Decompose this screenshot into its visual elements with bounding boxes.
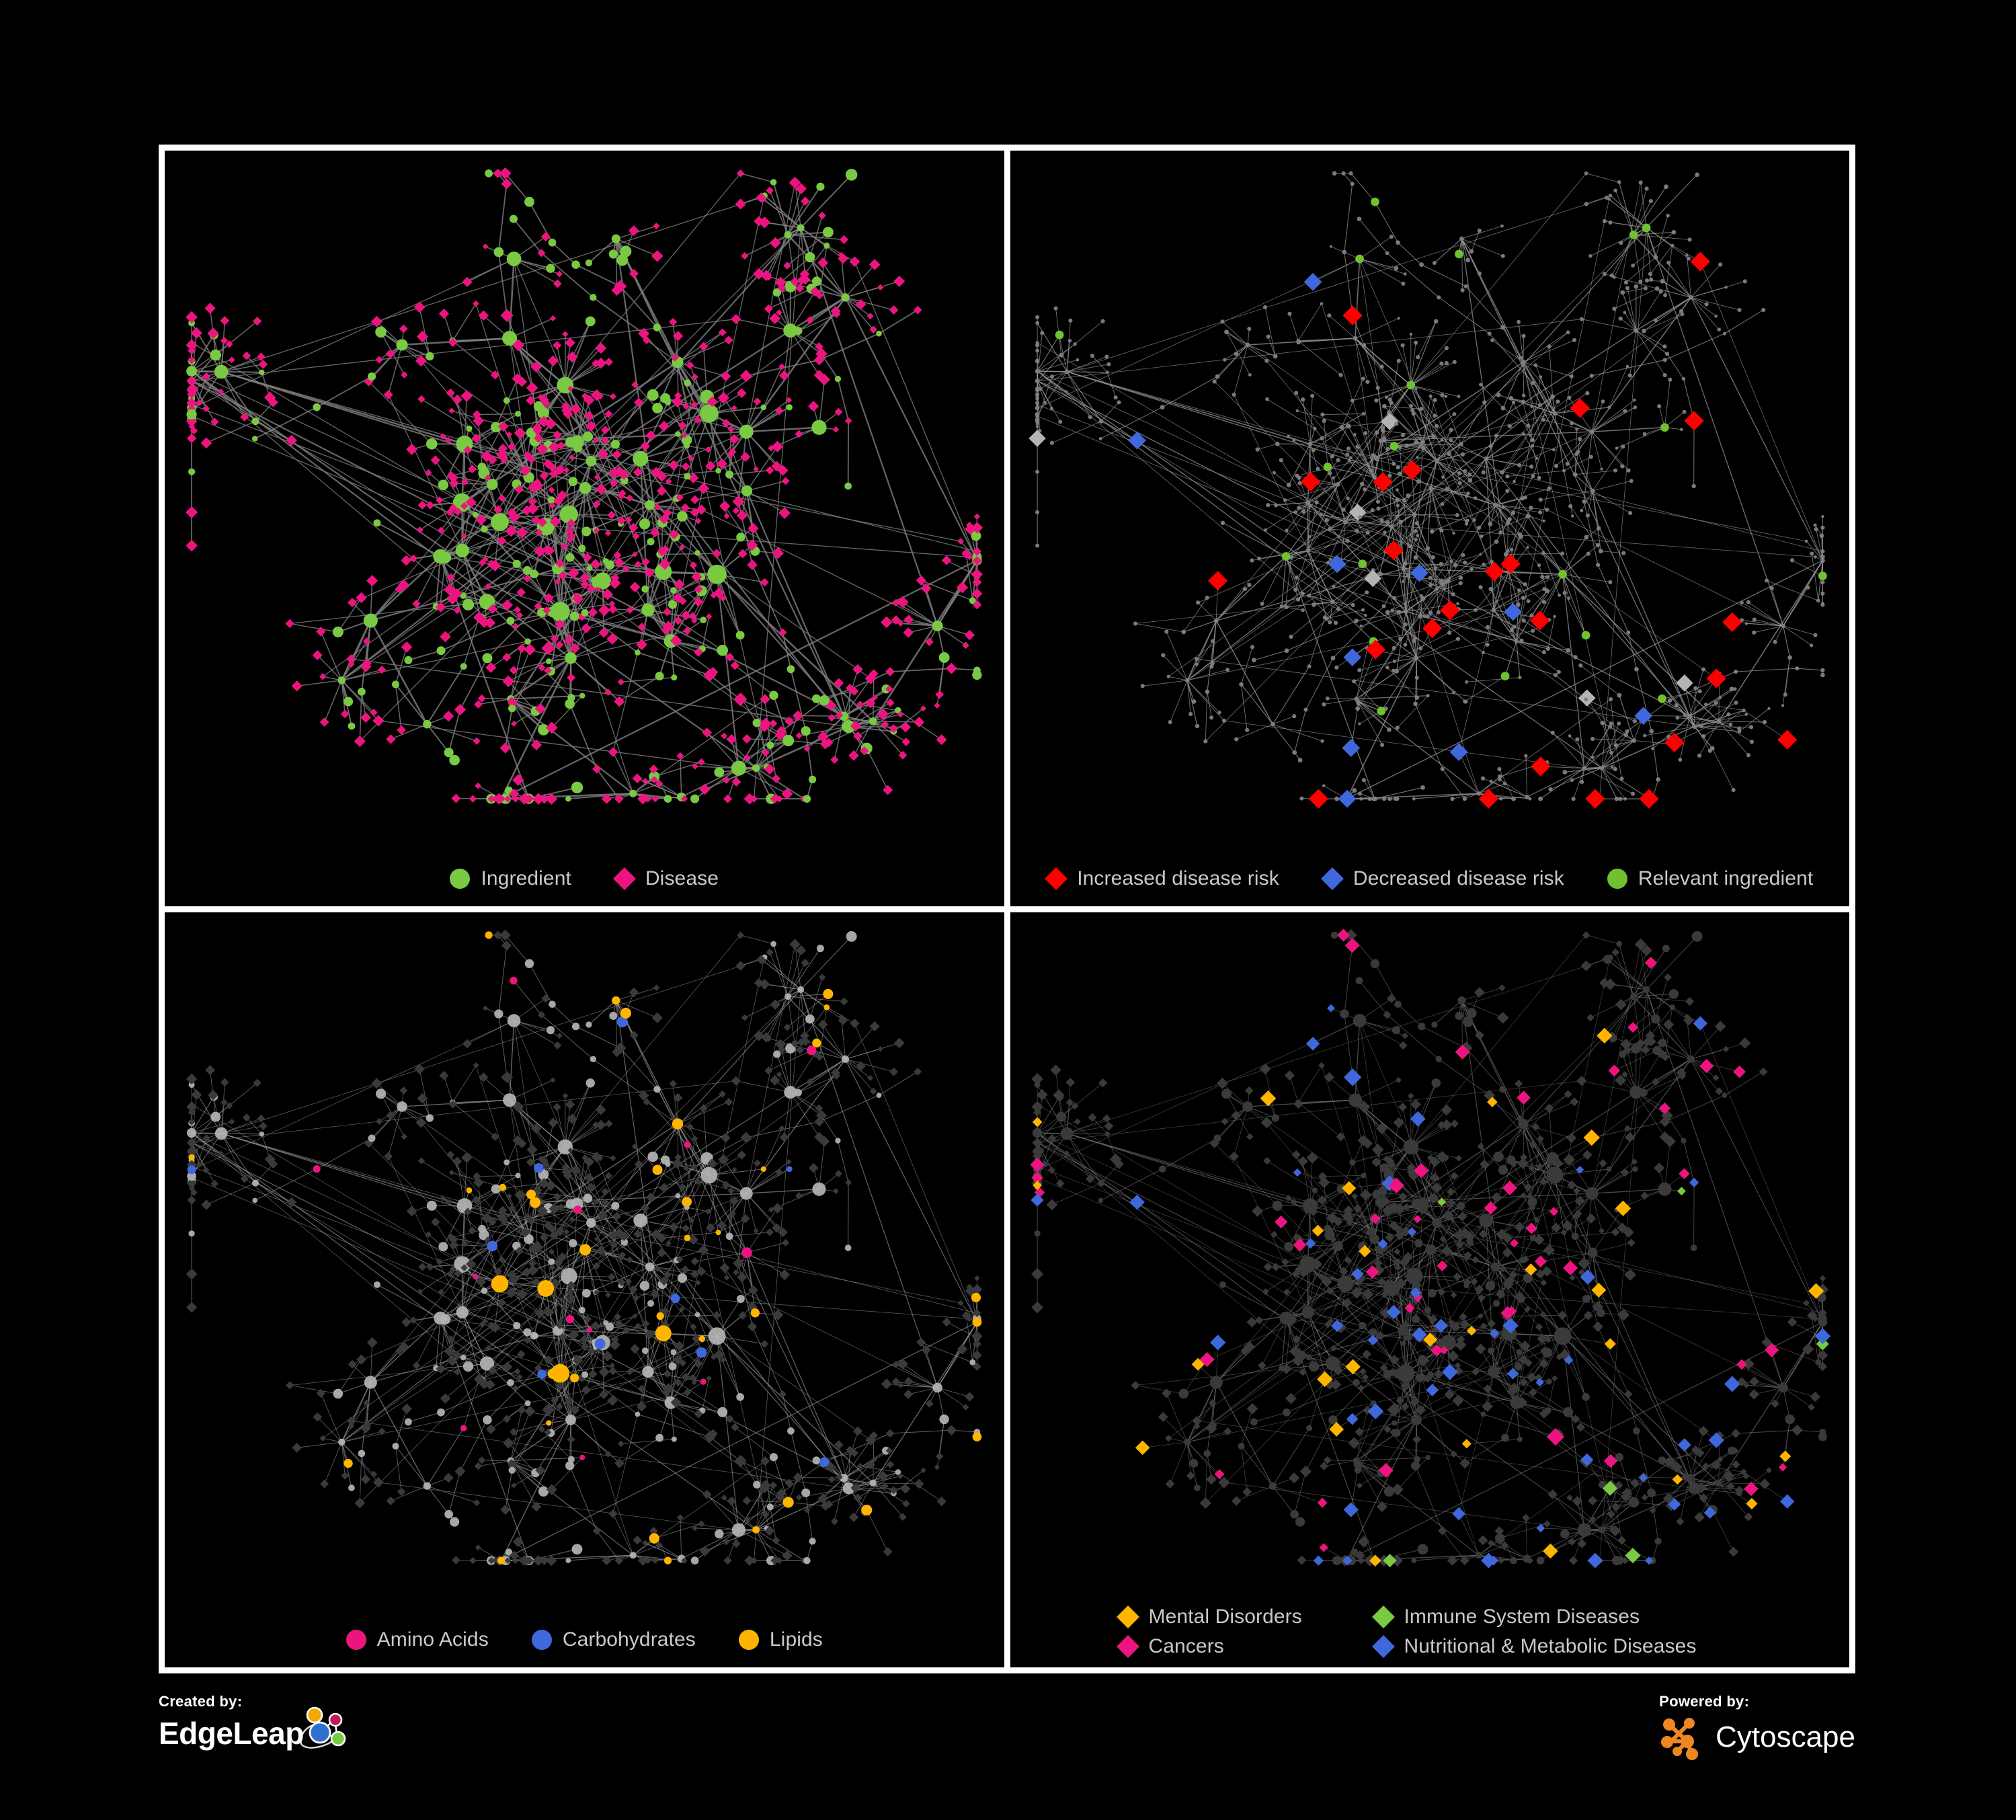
legend-item-lipids[interactable]: Lipids bbox=[738, 1628, 823, 1651]
cytoscape-network-icon bbox=[1661, 1718, 1699, 1760]
legend-item-decreased-risk[interactable]: Decreased disease risk bbox=[1320, 867, 1564, 890]
amino-acids-circle-icon bbox=[346, 1630, 366, 1650]
relevant-ingredient-circle-icon bbox=[1607, 868, 1627, 889]
edgeleap-logo-row[interactable]: EdgeLeap bbox=[159, 1706, 355, 1752]
network-graph-ingredient-disease[interactable] bbox=[165, 151, 1004, 906]
panel-nutrient-class[interactable]: Amino Acids Carbohydrates Lipids bbox=[165, 912, 1004, 1668]
legend-item-increased-risk[interactable]: Increased disease risk bbox=[1045, 867, 1279, 890]
legend-label-disease: Disease bbox=[645, 867, 719, 889]
legend-label-immune-system-diseases: Immune System Diseases bbox=[1404, 1606, 1640, 1628]
legend-item-ingredient[interactable]: Ingredient bbox=[450, 867, 571, 889]
powered-by-branding: Powered by: Cytoscape bbox=[1659, 1693, 1855, 1760]
legend-item-nutritional-metabolic-diseases[interactable]: Nutritional & Metabolic Diseases bbox=[1371, 1635, 1696, 1658]
cytoscape-logo-row[interactable]: Cytoscape bbox=[1659, 1714, 1855, 1760]
legend-label-decreased-risk: Decreased disease risk bbox=[1353, 867, 1564, 889]
cytoscape-wordmark: Cytoscape bbox=[1716, 1720, 1855, 1753]
node-graph-icon bbox=[300, 1706, 346, 1749]
legend-label-mental-disorders: Mental Disorders bbox=[1148, 1606, 1302, 1628]
ingredient-circle-icon bbox=[450, 868, 471, 889]
edgeleap-wordmark: EdgeLeap bbox=[159, 1716, 304, 1751]
increased-risk-diamond-icon bbox=[1045, 867, 1068, 890]
network-graph-disease-risk[interactable] bbox=[1010, 151, 1850, 906]
legend-label-increased-risk: Increased disease risk bbox=[1077, 867, 1279, 889]
legend-item-cancers[interactable]: Cancers bbox=[1116, 1635, 1373, 1658]
legend-label-relevant-ingredient: Relevant ingredient bbox=[1638, 867, 1814, 889]
disease-diamond-icon bbox=[612, 867, 636, 890]
created-by-kicker: Created by: bbox=[159, 1693, 243, 1710]
legend-item-relevant-ingredient[interactable]: Relevant ingredient bbox=[1607, 867, 1814, 889]
legend-label-amino-acids: Amino Acids bbox=[376, 1628, 489, 1651]
figure-frame: Ingredient Disease Increased disease ris… bbox=[159, 145, 1855, 1673]
legend-label-carbohydrates: Carbohydrates bbox=[562, 1628, 696, 1651]
created-by-branding: Created by: EdgeLeap bbox=[159, 1693, 355, 1752]
legend-item-carbohydrates[interactable]: Carbohydrates bbox=[531, 1628, 696, 1651]
legend-item-disease[interactable]: Disease bbox=[612, 867, 719, 890]
legend-label-nutritional-metabolic-diseases: Nutritional & Metabolic Diseases bbox=[1404, 1635, 1697, 1657]
nutritional-metabolic-diseases-diamond-icon bbox=[1371, 1635, 1395, 1658]
legend-item-immune-system-diseases[interactable]: Immune System Diseases bbox=[1371, 1606, 1640, 1628]
legend-item-amino-acids[interactable]: Amino Acids bbox=[346, 1630, 489, 1650]
powered-by-kicker: Powered by: bbox=[1659, 1693, 1750, 1710]
lipids-circle-icon bbox=[738, 1630, 759, 1650]
legend-label-lipids: Lipids bbox=[769, 1628, 823, 1651]
panel-disease-category[interactable]: Mental Disorders Immune System Diseases … bbox=[1010, 912, 1850, 1668]
legend-item-mental-disorders[interactable]: Mental Disorders bbox=[1116, 1606, 1373, 1628]
legend-disease-risk: Increased disease risk Decreased disease… bbox=[1010, 867, 1850, 890]
footer: Created by: EdgeLeap Powered by: bbox=[159, 1688, 1857, 1795]
panel-ingredient-disease[interactable]: Ingredient Disease bbox=[165, 151, 1004, 906]
immune-system-diseases-diamond-icon bbox=[1371, 1606, 1395, 1628]
legend-label-cancers: Cancers bbox=[1148, 1635, 1224, 1657]
legend-ingredient-disease: Ingredient Disease bbox=[165, 867, 1004, 890]
legend-nutrient-class: Amino Acids Carbohydrates Lipids bbox=[165, 1630, 1004, 1650]
carbohydrates-circle-icon bbox=[531, 1630, 552, 1650]
decreased-risk-diamond-icon bbox=[1320, 867, 1344, 890]
legend-label-ingredient: Ingredient bbox=[481, 867, 571, 889]
cancers-diamond-icon bbox=[1116, 1635, 1139, 1658]
network-graph-nutrient-class[interactable] bbox=[165, 912, 1004, 1668]
mental-disorders-diamond-icon bbox=[1116, 1606, 1139, 1628]
panel-disease-risk[interactable]: Increased disease risk Decreased disease… bbox=[1010, 151, 1850, 906]
legend-disease-category: Mental Disorders Immune System Diseases … bbox=[1010, 1606, 1850, 1658]
network-graph-disease-category[interactable] bbox=[1010, 912, 1850, 1668]
